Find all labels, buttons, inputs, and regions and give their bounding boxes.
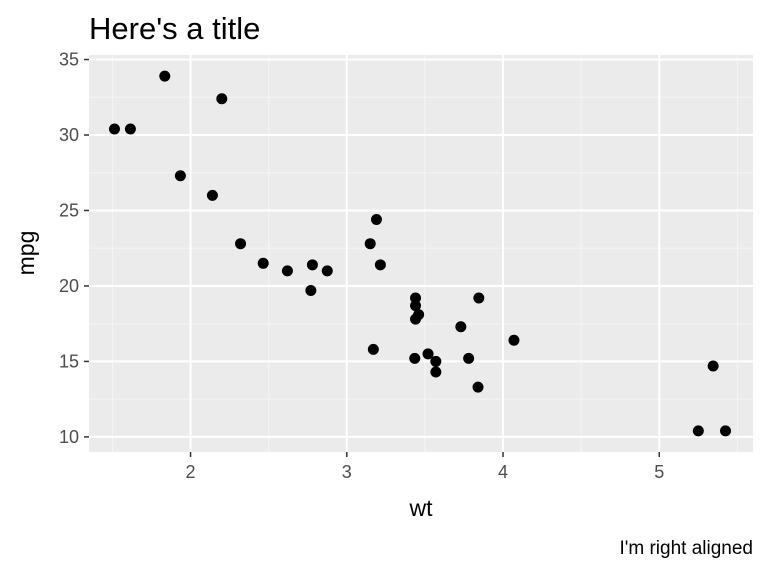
data-point: [410, 313, 422, 325]
data-point: [409, 352, 421, 364]
data-points: [108, 70, 732, 437]
x-axis-title: wt: [409, 495, 434, 521]
data-point: [720, 425, 732, 437]
chart-caption: I'm right aligned: [619, 538, 753, 559]
minor-gridlines: [89, 55, 753, 452]
data-point: [463, 352, 475, 364]
x-tick-label: 4: [498, 462, 508, 482]
y-tick-label: 35: [59, 50, 79, 70]
data-point: [306, 259, 318, 271]
y-tick-label: 15: [59, 351, 79, 371]
data-point: [257, 257, 269, 269]
x-tick-label: 2: [186, 462, 196, 482]
data-point: [455, 321, 467, 333]
y-tick-label: 10: [59, 427, 79, 447]
data-point: [321, 265, 333, 277]
y-tick-label: 20: [59, 276, 79, 296]
data-point: [707, 360, 719, 372]
data-point: [410, 292, 422, 304]
y-axis: 10 15 20 25 30 35: [59, 50, 89, 447]
data-point: [367, 343, 379, 355]
data-point: [410, 300, 422, 312]
data-point: [692, 425, 704, 437]
data-point: [108, 123, 120, 135]
data-point: [370, 214, 382, 226]
data-point: [508, 334, 520, 346]
data-point: [364, 238, 376, 250]
data-point: [124, 123, 136, 135]
y-axis-title: mpg: [13, 231, 39, 276]
data-point: [216, 93, 228, 105]
plot-panel: [89, 55, 753, 452]
major-gridlines: [89, 55, 753, 452]
data-point: [430, 366, 442, 378]
x-tick-label: 3: [342, 462, 352, 482]
y-tick-label: 25: [59, 200, 79, 220]
data-point: [174, 170, 186, 182]
y-tick-label: 30: [59, 125, 79, 145]
data-point: [472, 381, 484, 393]
data-point: [281, 265, 293, 277]
data-point: [473, 292, 485, 304]
data-point: [159, 70, 171, 82]
data-point: [430, 355, 442, 367]
data-point: [206, 189, 218, 201]
data-point: [305, 284, 317, 296]
data-point: [374, 259, 386, 271]
chart-title: Here's a title: [89, 11, 260, 46]
x-axis: 2 3 4 5: [186, 452, 664, 482]
data-point: [235, 238, 247, 250]
x-tick-label: 5: [654, 462, 664, 482]
data-point: [422, 348, 434, 360]
